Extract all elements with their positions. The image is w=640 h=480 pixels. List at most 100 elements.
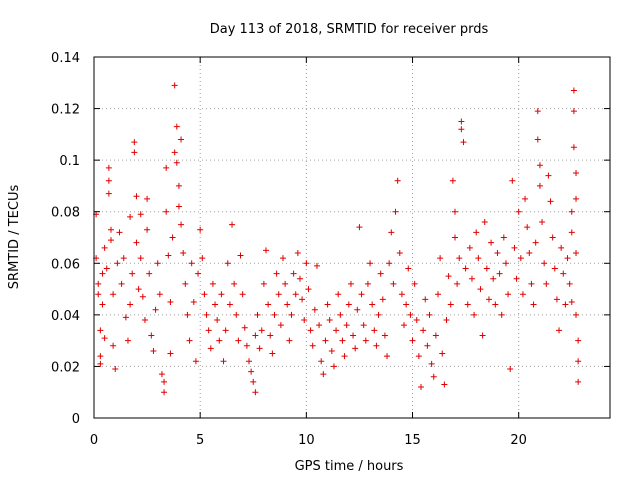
- data-point: [110, 342, 117, 349]
- data-point: [175, 182, 182, 189]
- data-point: [381, 332, 388, 339]
- data-point: [462, 265, 469, 272]
- data-point: [254, 311, 261, 318]
- data-point: [141, 317, 148, 324]
- data-point: [566, 280, 573, 287]
- data-point: [394, 177, 401, 184]
- data-point: [137, 255, 144, 262]
- data-point: [277, 322, 284, 329]
- data-point: [318, 358, 325, 365]
- data-point: [307, 327, 314, 334]
- y-tick-label: 0.12: [51, 103, 80, 118]
- data-point: [458, 126, 465, 133]
- data-point: [322, 337, 329, 344]
- data-point: [341, 353, 348, 360]
- data-point: [530, 301, 537, 308]
- data-point: [99, 270, 106, 277]
- data-point: [292, 291, 299, 298]
- data-point: [500, 234, 507, 241]
- data-point: [101, 335, 108, 342]
- data-point: [222, 327, 229, 334]
- data-point: [165, 252, 172, 259]
- data-point: [303, 260, 310, 267]
- data-point: [133, 193, 140, 200]
- plot-frame: [93, 56, 611, 419]
- data-point: [545, 172, 552, 179]
- data-point: [471, 311, 478, 318]
- data-point: [171, 149, 178, 156]
- data-point: [439, 350, 446, 357]
- data-point: [269, 350, 276, 357]
- data-point: [201, 291, 208, 298]
- y-tick-label: 0.06: [51, 257, 80, 272]
- data-point: [252, 389, 259, 396]
- data-point: [390, 280, 397, 287]
- data-point: [481, 219, 488, 226]
- data-point: [161, 378, 168, 385]
- data-point: [526, 249, 533, 256]
- data-points: [93, 82, 582, 396]
- data-point: [371, 327, 378, 334]
- data-point: [502, 260, 509, 267]
- data-point: [131, 139, 138, 146]
- data-point: [114, 260, 121, 267]
- data-point: [218, 291, 225, 298]
- data-point: [203, 311, 210, 318]
- data-point: [553, 296, 560, 303]
- data-point: [328, 347, 335, 354]
- data-point: [420, 327, 427, 334]
- data-point: [386, 260, 393, 267]
- x-tick-label: 0: [90, 433, 98, 448]
- data-point: [475, 255, 482, 262]
- data-point: [337, 311, 344, 318]
- data-point: [129, 270, 136, 277]
- data-point: [428, 360, 435, 367]
- data-point: [186, 337, 193, 344]
- data-point: [144, 226, 151, 233]
- data-point: [339, 337, 346, 344]
- data-point: [556, 327, 563, 334]
- data-point: [263, 247, 269, 254]
- data-point: [401, 322, 408, 329]
- grid-lines: [94, 57, 610, 418]
- data-point: [575, 358, 582, 365]
- data-point: [568, 229, 575, 236]
- data-point: [460, 139, 467, 146]
- data-point: [509, 177, 516, 184]
- data-point: [356, 224, 363, 231]
- data-point: [392, 208, 399, 215]
- data-point: [173, 123, 180, 130]
- data-point: [375, 311, 382, 318]
- data-point: [116, 229, 123, 236]
- y-tick-label: 0.04: [51, 309, 80, 324]
- data-point: [161, 389, 168, 396]
- data-point: [488, 239, 495, 246]
- data-point: [396, 249, 403, 256]
- data-point: [252, 332, 259, 339]
- data-point: [326, 317, 333, 324]
- data-point: [107, 226, 114, 233]
- data-point: [294, 249, 301, 256]
- data-point: [184, 311, 191, 318]
- data-point: [233, 311, 240, 318]
- y-tick-label: 0.1: [59, 154, 80, 169]
- x-tick-label: 10: [298, 433, 315, 448]
- data-point: [367, 260, 374, 267]
- data-point: [405, 265, 412, 272]
- data-point: [305, 286, 312, 293]
- data-point: [282, 280, 289, 287]
- data-point: [534, 136, 541, 143]
- data-point: [163, 208, 170, 215]
- data-point: [148, 332, 155, 339]
- data-point: [426, 311, 433, 318]
- data-point: [175, 203, 182, 210]
- data-point: [350, 332, 357, 339]
- data-point: [158, 371, 165, 378]
- data-point: [369, 301, 376, 308]
- data-point: [432, 332, 439, 339]
- chart-title: Day 113 of 2018, SRMTID for receiver prd…: [210, 22, 489, 37]
- data-point: [239, 291, 246, 298]
- data-point: [105, 190, 112, 197]
- data-point: [163, 164, 170, 171]
